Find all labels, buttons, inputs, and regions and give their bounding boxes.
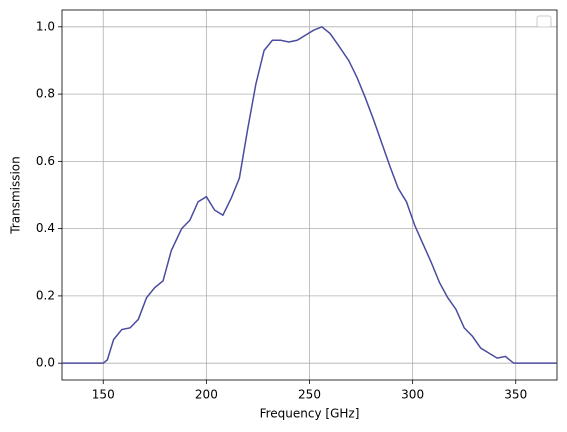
x-axis-label: Frequency [GHz] xyxy=(260,407,360,421)
x-tick-label: 250 xyxy=(298,388,321,402)
data-line xyxy=(62,25,557,364)
x-tick-label: 200 xyxy=(195,388,218,402)
x-tick-label: 150 xyxy=(92,388,115,402)
y-tick-label: 0.8 xyxy=(36,87,55,101)
legend xyxy=(536,15,552,28)
x-tick-label: 300 xyxy=(401,388,424,402)
y-axis-label: Transmission xyxy=(9,156,23,235)
x-tick-label: 350 xyxy=(504,388,527,402)
y-tick-label: 1.0 xyxy=(36,19,55,33)
y-tick-label: 0.4 xyxy=(36,221,55,235)
y-tick-label: 0.2 xyxy=(36,288,55,302)
grid xyxy=(62,10,557,380)
y-tick-label: 0.0 xyxy=(36,356,55,370)
y-tick-label: 0.6 xyxy=(36,154,55,168)
